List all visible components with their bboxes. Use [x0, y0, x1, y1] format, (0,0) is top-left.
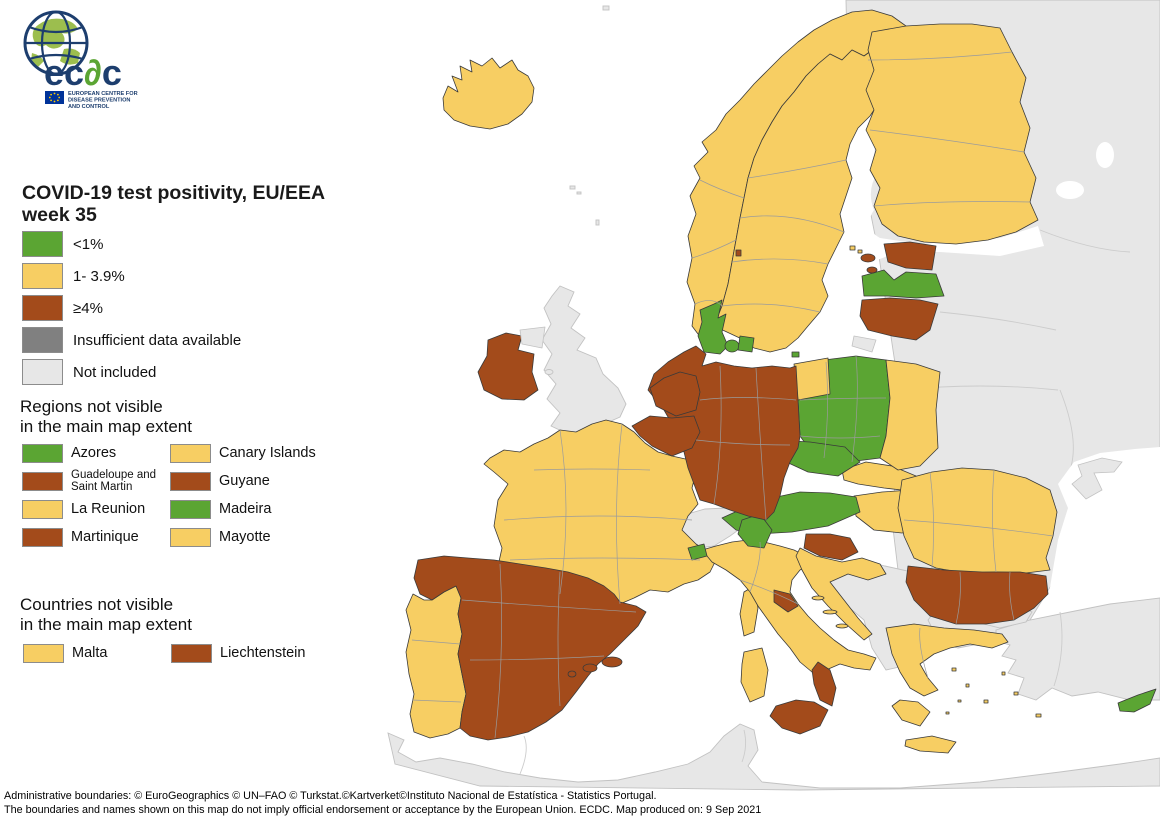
canary-islands-swatch [170, 443, 211, 463]
map-included-countries [405, 9, 1157, 754]
map-title-line1: COVID-19 test positivity, EU/EEA [22, 182, 326, 204]
map-greece [885, 623, 1009, 697]
ecdc-logo: ec∂c EUROPEAN CENTRE FOR DISEASE PREVENT… [23, 10, 138, 110]
map-netherlands [649, 371, 701, 417]
map-sicily [769, 699, 829, 735]
map-sardinia [740, 647, 769, 703]
map-latvia [861, 269, 945, 299]
footnote-line2: The boundaries and names shown on this m… [4, 803, 762, 816]
map-oslo-region [735, 249, 742, 257]
countries-item-malta: Malta [23, 643, 171, 663]
map-spain [413, 555, 647, 741]
svg-text:EUROPEAN CENTRE FOR: EUROPEAN CENTRE FOR [68, 91, 138, 97]
map-crimea [1071, 457, 1123, 500]
map-croatia [795, 547, 887, 641]
liechtenstein-swatch [171, 643, 212, 663]
mayotte-swatch [170, 527, 211, 547]
regions-item-guyane: Guyane [170, 471, 270, 491]
map-bulgaria [905, 565, 1049, 625]
azores-swatch [22, 443, 63, 463]
legend-swatch-light-gray [22, 359, 63, 385]
map-crete [904, 735, 957, 754]
map-cyprus [1117, 688, 1157, 713]
map-aosta [687, 543, 708, 561]
legend-swatch-yellow [22, 263, 63, 289]
svg-text:AND CONTROL: AND CONTROL [68, 104, 110, 110]
map-poland-east-yellow [879, 359, 941, 471]
regions-item-martinique: Martinique [22, 527, 170, 547]
regions-item-azores: Azores [22, 443, 170, 463]
map-denmark [697, 299, 729, 355]
legend-item-not-included: Not included [22, 359, 241, 385]
map-slovenia [803, 533, 859, 561]
regions-item-canary-islands: Canary Islands [170, 443, 316, 463]
map-title: COVID-19 test positivity, EU/EEA week 35 [22, 182, 352, 226]
map-finland [865, 23, 1039, 245]
globe-icon [23, 10, 89, 76]
legend-swatch-dark-gray [22, 327, 63, 353]
regions-section-heading: Regions not visible in the main map exte… [20, 397, 192, 436]
map-title-line2: week 35 [22, 204, 97, 226]
guadeloupe-swatch [22, 471, 63, 491]
map-africa-borders [519, 611, 1063, 775]
madeira-swatch [170, 499, 211, 519]
map-romania [897, 467, 1058, 574]
map-lithuania [859, 297, 939, 341]
map-portugal [405, 585, 467, 739]
malta-swatch [23, 643, 64, 663]
map-peloponnese [891, 699, 931, 727]
regions-item-madeira: Madeira [170, 499, 271, 519]
map-calabria [811, 661, 837, 707]
ecdc-wordmark: ec∂c [44, 52, 122, 93]
eu-flag-icon [45, 91, 64, 104]
map-poland-nw-yellow [793, 357, 831, 401]
map-italy [701, 539, 877, 685]
map-kaliningrad [851, 335, 877, 353]
regions-item-guadeloupe: Guadeloupe and Saint Martin [22, 469, 170, 494]
countries-legend: Malta Liechtenstein [23, 643, 363, 671]
legend-swatch-green [22, 231, 63, 257]
regions-item-mayotte: Mayotte [170, 527, 271, 547]
svg-text:DISEASE PREVENTION: DISEASE PREVENTION [68, 98, 130, 104]
map-isle-of-man [544, 369, 554, 375]
map-balearics [601, 656, 623, 668]
legend-swatch-brown [22, 295, 63, 321]
la-reunion-swatch [22, 499, 63, 519]
regions-legend: Azores Canary Islands Guadeloupe and Sai… [22, 443, 352, 555]
map-estonia [883, 241, 937, 271]
footnote-line1: Administrative boundaries: © EuroGeograp… [4, 790, 657, 802]
guyane-swatch [170, 471, 211, 491]
ecdc-org-name: EUROPEAN CENTRE FOR DISEASE PREVENTION A… [68, 91, 138, 110]
legend-item-insufficient-data: Insufficient data available [22, 327, 241, 353]
countries-section-heading: Countries not visible in the main map ex… [20, 595, 192, 634]
regions-item-la-reunion: La Reunion [22, 499, 170, 519]
map-footnote: Administrative boundaries: © EuroGeograp… [4, 790, 1154, 817]
map-northern-ireland [519, 326, 546, 349]
map-iceland [442, 57, 535, 130]
martinique-swatch [22, 527, 63, 547]
legend-item-1-39pct: 1- 3.9% [22, 263, 241, 289]
legend-item-under1pct: <1% [22, 231, 241, 257]
legend: <1% 1- 3.9% ≥4% Insufficient data availa… [22, 231, 241, 391]
map-internal-borders [411, 51, 1054, 739]
map-turkey [995, 597, 1160, 701]
map-north-africa [387, 723, 1160, 791]
legend-item-over4pct: ≥4% [22, 295, 241, 321]
countries-item-liechtenstein: Liechtenstein [171, 643, 305, 663]
